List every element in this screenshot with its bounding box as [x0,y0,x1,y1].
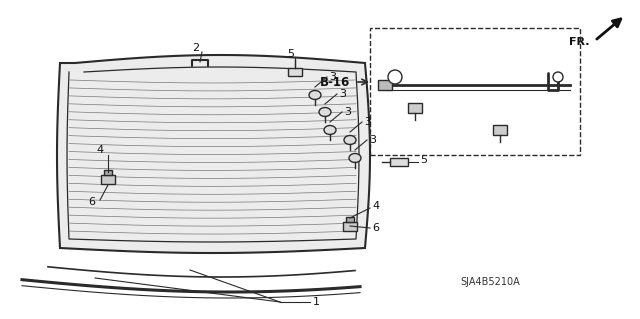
Text: 4: 4 [97,145,104,155]
Text: 3: 3 [339,89,346,99]
Text: 3: 3 [329,72,336,82]
Text: 5: 5 [287,49,294,59]
Ellipse shape [349,153,361,162]
Bar [288,68,302,76]
Text: 2: 2 [193,43,200,53]
Circle shape [553,72,563,82]
Text: 6: 6 [372,223,379,233]
Text: FR.: FR. [570,37,590,47]
Bar [408,103,422,113]
Bar [378,80,392,90]
Ellipse shape [319,108,331,116]
Circle shape [388,70,402,84]
Text: 3: 3 [364,117,371,127]
Text: 1: 1 [313,297,320,307]
Text: 6: 6 [88,197,95,207]
Text: B-16: B-16 [320,76,350,88]
Ellipse shape [324,125,336,135]
Bar [346,217,354,222]
Bar [370,28,580,155]
Bar [104,170,112,175]
Bar [343,222,357,231]
Text: 3: 3 [369,135,376,145]
Text: 4: 4 [372,201,379,211]
Text: 5: 5 [420,155,427,165]
Bar [390,158,408,166]
Bar [493,125,507,135]
Text: 3: 3 [344,107,351,117]
Bar [101,175,115,184]
Ellipse shape [344,136,356,145]
Polygon shape [57,55,370,253]
Ellipse shape [309,91,321,100]
Text: SJA4B5210A: SJA4B5210A [460,277,520,287]
